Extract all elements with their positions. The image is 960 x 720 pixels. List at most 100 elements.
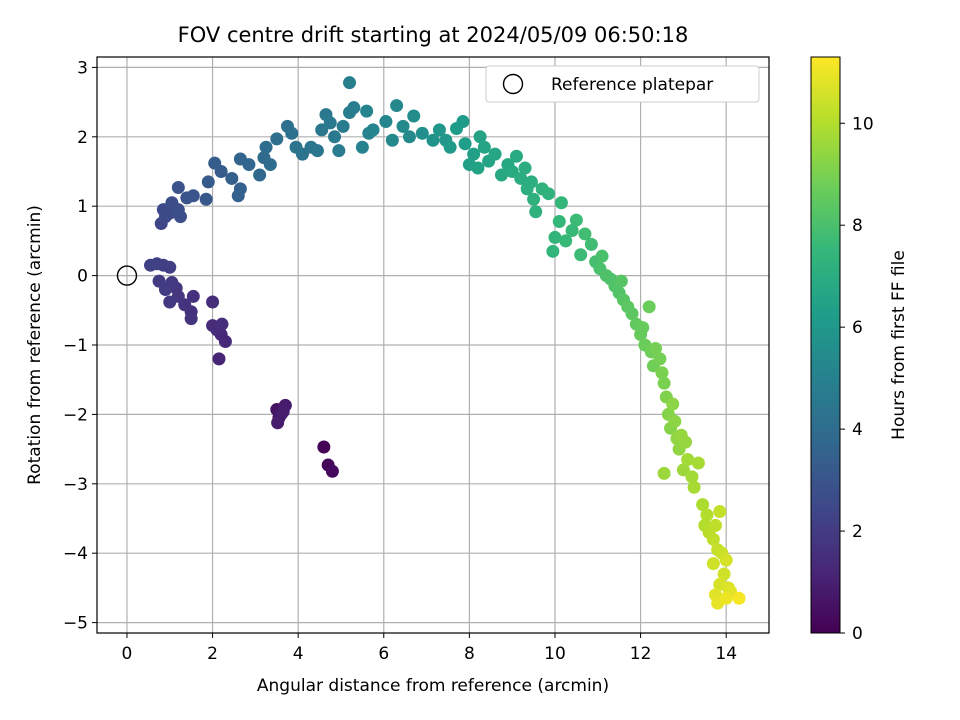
y-tick-label: −3: [63, 475, 88, 495]
data-point: [201, 175, 215, 189]
legend-label: Reference platepar: [551, 75, 713, 95]
colorbar: 0 2 4 6 8 10 Hours from first FF file: [810, 56, 909, 644]
colorbar-ticks: 0 2 4 6 8 10: [840, 114, 874, 644]
colorbar-tick-label: 6: [852, 318, 863, 338]
data-point: [488, 147, 502, 161]
data-point: [719, 591, 733, 605]
data-point: [163, 295, 177, 309]
data-point: [458, 137, 472, 151]
data-point: [402, 130, 416, 144]
data-point: [271, 416, 285, 430]
data-point: [225, 171, 239, 185]
data-points: [144, 76, 746, 610]
data-point: [184, 312, 198, 326]
reference-platepar-marker: [116, 265, 138, 286]
y-tick-label: −1: [63, 336, 88, 356]
colorbar-tick-label: 0: [852, 624, 863, 644]
y-axis-label: Rotation from reference (arcmin): [25, 205, 45, 485]
data-point: [285, 126, 299, 140]
data-point: [212, 352, 226, 366]
colorbar-tick-label: 10: [852, 114, 874, 134]
y-tick-label: 3: [77, 58, 88, 78]
data-point: [355, 140, 369, 154]
y-tick-label: 2: [77, 128, 88, 148]
x-tick-label: 8: [464, 644, 475, 664]
data-point: [426, 133, 440, 147]
y-axis-ticks: −5 −4 −3 −2 −1 0 1 2 3: [63, 58, 97, 634]
data-point: [325, 464, 339, 478]
data-point: [323, 116, 337, 130]
colorbar-label: Hours from first FF file: [889, 250, 909, 440]
data-point: [691, 456, 705, 470]
x-tick-label: 14: [715, 644, 737, 664]
data-point: [679, 435, 693, 449]
reference-point: [116, 265, 138, 286]
data-point: [390, 99, 404, 113]
data-point: [206, 295, 220, 309]
data-point: [467, 147, 481, 161]
colorbar-tick-label: 2: [852, 522, 863, 542]
data-point: [456, 115, 470, 129]
data-point: [360, 104, 374, 118]
data-point: [657, 376, 671, 390]
data-point: [379, 115, 393, 129]
data-point: [385, 133, 399, 147]
x-tick-label: 0: [122, 644, 133, 664]
data-point: [186, 189, 200, 203]
data-point: [276, 405, 290, 419]
x-axis-label: Angular distance from reference (arcmin): [257, 676, 609, 696]
data-point: [494, 168, 508, 182]
data-point: [186, 289, 200, 303]
data-point: [199, 192, 213, 206]
data-point: [259, 140, 273, 154]
data-point: [719, 553, 733, 567]
data-point: [614, 274, 628, 288]
data-point: [328, 130, 342, 144]
data-point: [542, 187, 556, 201]
data-point: [407, 109, 421, 123]
data-point: [569, 213, 583, 227]
data-point: [657, 466, 671, 480]
data-point: [642, 300, 656, 314]
legend-box: [485, 65, 760, 103]
data-point: [336, 119, 350, 133]
data-point: [310, 144, 324, 158]
colorbar-tick-label: 8: [852, 216, 863, 236]
data-point: [152, 274, 166, 288]
data-point: [471, 161, 485, 175]
data-point: [666, 397, 680, 411]
legend-marker-icon: [502, 73, 524, 95]
x-tick-label: 4: [293, 644, 304, 664]
data-point: [552, 214, 566, 228]
data-point: [173, 210, 187, 224]
data-point: [713, 505, 727, 519]
data-point: [649, 341, 663, 355]
data-point: [565, 223, 579, 237]
data-point: [263, 158, 277, 172]
x-tick-label: 10: [544, 644, 566, 664]
data-point: [636, 321, 650, 335]
data-point: [559, 234, 573, 248]
x-tick-label: 2: [207, 644, 218, 664]
data-point: [343, 76, 357, 90]
data-point: [578, 227, 592, 241]
data-point: [432, 123, 446, 137]
data-point: [524, 175, 538, 189]
data-point: [527, 192, 541, 206]
data-point: [317, 440, 331, 454]
data-point: [518, 161, 532, 175]
data-point: [215, 317, 229, 331]
data-point: [653, 352, 667, 366]
x-tick-label: 6: [378, 644, 389, 664]
data-point: [668, 414, 682, 428]
data-point: [443, 140, 457, 154]
data-point: [595, 249, 609, 263]
data-point: [685, 470, 699, 484]
data-point: [732, 591, 746, 605]
data-point: [171, 180, 185, 194]
data-point: [546, 244, 560, 258]
data-point: [717, 567, 731, 581]
y-tick-label: −5: [63, 614, 88, 634]
data-point: [473, 130, 487, 144]
